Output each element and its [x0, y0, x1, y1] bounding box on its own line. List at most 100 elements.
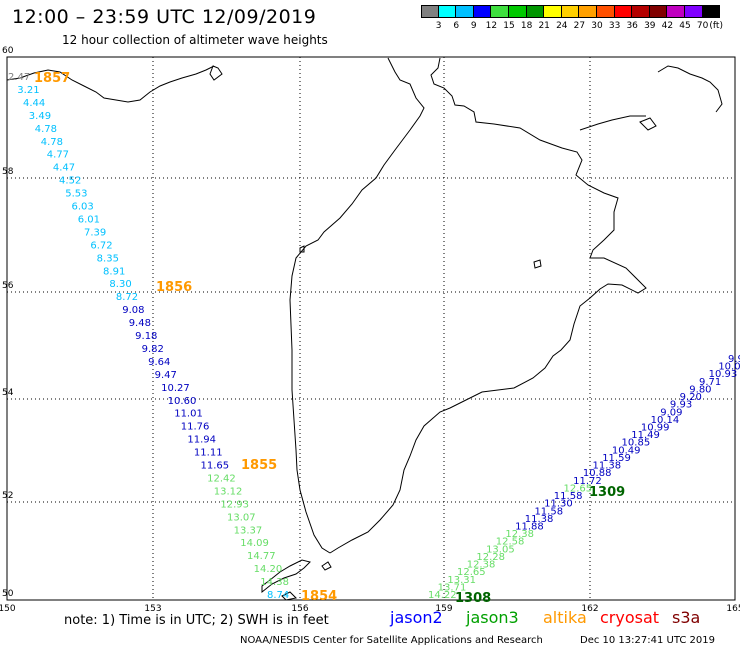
color-scale-swatch — [649, 5, 668, 18]
swh-label: 10.93 — [709, 369, 738, 380]
swh-label: 10.99 — [641, 423, 670, 434]
swh-label: 10.03 — [718, 362, 740, 373]
swh-label: 11.58 — [554, 491, 583, 502]
swh-label: 4.77 — [47, 150, 69, 161]
lat-tick-label: 56 — [2, 281, 14, 291]
swh-label: 10.60 — [168, 396, 197, 407]
swh-label: 12.65 — [457, 567, 486, 578]
coastline — [6, 65, 215, 103]
swh-label: 10.85 — [622, 438, 651, 449]
color-scale-label: 12 — [485, 21, 498, 31]
swh-label: 11.11 — [194, 448, 223, 459]
swh-label: 4.44 — [23, 98, 45, 109]
lon-tick-label: 156 — [291, 604, 308, 614]
footer-credit: NOAA/NESDIS Center for Satellite Applica… — [240, 635, 543, 646]
swh-label: 9.9 — [728, 354, 740, 365]
coastline — [281, 591, 298, 601]
lon-tick-label: 153 — [144, 604, 161, 614]
swh-label: 9.71 — [699, 377, 721, 388]
lat-tick-label: 54 — [2, 388, 14, 398]
map-subtitle: 12 hour collection of altimeter wave hei… — [62, 33, 328, 47]
color-scale-swatch — [544, 5, 562, 18]
swh-label: 4.47 — [53, 163, 75, 174]
satellite-legend-cryosat: cryosat — [600, 608, 660, 627]
satellite-legend-jason3: jason3 — [466, 608, 519, 627]
swh-label: 12.42 — [207, 473, 236, 484]
swh-label: 11.58 — [534, 506, 563, 517]
swh-label: 11.38 — [525, 514, 554, 525]
color-scale-swatch — [632, 5, 650, 18]
color-scale-label: 21 — [538, 21, 550, 31]
coastline — [289, 57, 425, 554]
coastline — [657, 65, 723, 113]
lon-tick-label: 165 — [726, 604, 740, 614]
swh-label: 9.80 — [689, 384, 711, 395]
coastline — [209, 65, 223, 81]
swh-label: 9.64 — [148, 357, 170, 368]
color-scale-swatch — [508, 5, 527, 18]
swh-label: 8.91 — [103, 266, 125, 277]
swh-label: 6.03 — [71, 202, 93, 213]
color-scale-label: 18 — [520, 21, 533, 31]
satellite-legend-altika: altika — [543, 608, 587, 627]
swh-label: 11.88 — [515, 521, 544, 532]
color-scale-swatch — [421, 5, 439, 18]
swh-label: 13.37 — [234, 525, 263, 536]
coastline — [299, 245, 305, 253]
swh-label: 4.78 — [41, 137, 63, 148]
swh-label: 13.05 — [486, 544, 515, 555]
swh-label: 13.71 — [438, 582, 467, 593]
swh-label: 10.27 — [161, 383, 190, 394]
swh-label: 10.88 — [583, 468, 612, 479]
swh-label: 9.47 — [155, 370, 177, 381]
lat-tick-label: 52 — [2, 491, 13, 501]
track-time-label: 1854 — [301, 589, 337, 604]
swh-label: 13.12 — [214, 486, 243, 497]
swh-label: 14.22 — [428, 590, 457, 601]
color-scale-swatch — [667, 5, 685, 18]
swh-label: 11.72 — [573, 476, 602, 487]
swh-label: 11.30 — [544, 499, 573, 510]
swh-label: 3.49 — [29, 111, 51, 122]
color-scale-label: 15 — [503, 21, 515, 31]
swh-label: 14.77 — [247, 551, 276, 562]
lon-tick-label: 162 — [581, 604, 598, 614]
color-scale-swatch — [614, 5, 633, 18]
footer-note: note: 1) Time is in UTC; 2) SWH is in fe… — [64, 613, 329, 628]
swh-label: 8.30 — [109, 279, 131, 290]
color-scale-label: 70 — [696, 21, 709, 31]
track-time-label: 1857 — [34, 71, 70, 86]
map-title: 12:00 – 23:59 UTC 12/09/2019 — [12, 6, 317, 28]
color-scale-label: (ft) — [709, 21, 723, 31]
swh-label: 9.93 — [670, 400, 692, 411]
swh-label: 12.93 — [220, 499, 249, 510]
swh-label: 12.28 — [476, 552, 505, 563]
color-scale-label: 42 — [661, 21, 674, 31]
coastline — [579, 115, 646, 131]
color-scale-label: 27 — [573, 21, 586, 31]
swh-label: 12.38 — [467, 560, 496, 571]
lat-tick-label: 60 — [2, 46, 14, 56]
color-scale-label: 36 — [626, 21, 638, 31]
color-scale-swatch — [579, 5, 597, 18]
swh-label: 13.31 — [447, 575, 476, 586]
color-scale-bar — [421, 5, 721, 18]
swh-label: 10.49 — [612, 445, 641, 456]
coastline — [329, 57, 647, 554]
color-scale-label: 30 — [591, 21, 603, 31]
color-scale-swatch — [702, 5, 721, 18]
swh-label: 8.35 — [97, 253, 119, 264]
swh-label: 8.72 — [116, 292, 138, 303]
color-scale-swatch — [526, 5, 545, 18]
swh-label: 11.01 — [174, 409, 203, 420]
satellite-legend-s3a: s3a — [672, 608, 701, 627]
coastline — [321, 561, 332, 571]
swh-label: 14.09 — [240, 538, 269, 549]
track-time-label: 1855 — [241, 458, 277, 473]
swh-label: 2.47 — [8, 72, 30, 83]
track-time-label: 1309 — [589, 485, 625, 500]
track-time-label: 1856 — [156, 280, 192, 295]
swh-label: 11.65 — [201, 461, 230, 472]
lon-tick-label: 150 — [0, 604, 16, 614]
